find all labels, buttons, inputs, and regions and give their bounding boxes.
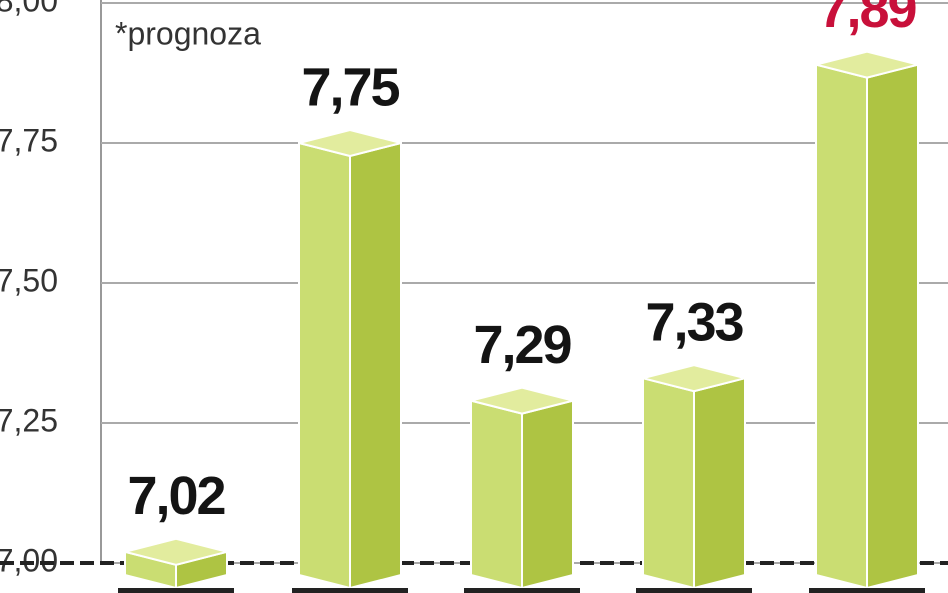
y-tick-label: 7,00 <box>0 542 58 578</box>
bar-top <box>815 50 919 79</box>
bar-top <box>124 537 228 566</box>
bar-side <box>521 399 574 590</box>
value-label: 7,29 <box>473 315 571 375</box>
bar-front <box>815 63 868 590</box>
bar-side <box>693 376 746 590</box>
category-box <box>292 588 408 593</box>
category-box <box>464 588 580 593</box>
annotation: *prognoza <box>115 15 261 51</box>
value-label: 7,33 <box>645 292 743 352</box>
bar-front <box>642 376 695 590</box>
bar-top <box>642 364 746 393</box>
bar-top <box>470 386 574 415</box>
category-box <box>809 588 925 593</box>
bar-side <box>866 63 919 590</box>
bar-front <box>470 399 523 590</box>
value-label: 7,02 <box>127 466 224 526</box>
bar-top <box>298 128 402 158</box>
category-box <box>118 588 234 593</box>
category-box <box>636 588 752 593</box>
y-tick-label: 7,75 <box>0 122 58 158</box>
value-label: 7,75 <box>301 57 399 117</box>
bar-front <box>298 141 351 590</box>
value-label: 7,89 <box>818 0 916 39</box>
y-tick-label: 8,00 <box>0 0 58 18</box>
y-tick-label: 7,50 <box>0 262 58 298</box>
y-tick-label: 7,25 <box>0 402 58 438</box>
bar-side <box>349 141 402 590</box>
